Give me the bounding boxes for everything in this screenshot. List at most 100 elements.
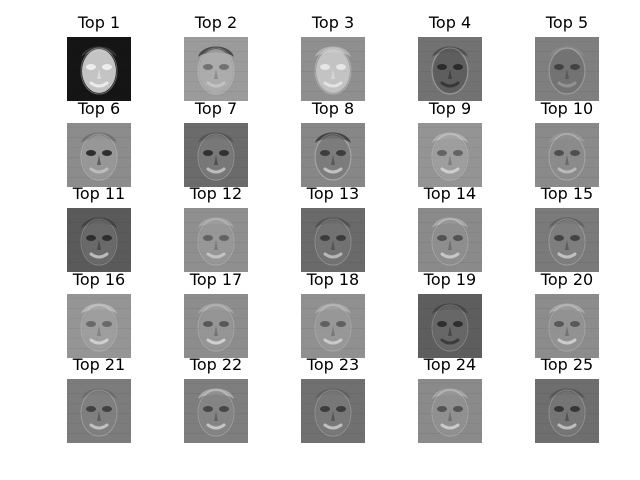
- right-eye: [453, 150, 463, 156]
- left-eye: [86, 235, 96, 241]
- eigenface-panel: Top 22: [161, 356, 271, 442]
- panel-title: Top 8: [278, 100, 388, 118]
- eigenface-image: [67, 37, 131, 101]
- right-eye: [453, 406, 463, 412]
- panel-title: Top 5: [512, 14, 622, 32]
- eigenface-panel: Top 11: [44, 185, 154, 271]
- eigenface-image: [184, 208, 248, 272]
- eigenface-panel: Top 5: [512, 14, 622, 100]
- eigenface-panel: Top 21: [44, 356, 154, 442]
- panel-title: Top 22: [161, 356, 271, 374]
- texture-band: [184, 41, 248, 42]
- right-eye: [570, 235, 580, 241]
- eigenface-image: [301, 208, 365, 272]
- eigenface-panel: Top 9: [395, 100, 505, 186]
- eigenface-image: [535, 123, 599, 187]
- right-eye: [219, 150, 229, 156]
- texture-band: [184, 212, 248, 213]
- left-eye: [437, 64, 447, 70]
- texture-band: [535, 212, 599, 213]
- panel-title: Top 20: [512, 271, 622, 289]
- eigenface-image: [301, 37, 365, 101]
- panel-title: Top 23: [278, 356, 388, 374]
- left-eye: [320, 150, 330, 156]
- right-eye: [102, 321, 112, 327]
- left-eye: [320, 64, 330, 70]
- eigenface-image: [535, 294, 599, 358]
- panel-title: Top 19: [395, 271, 505, 289]
- eigenface-image: [67, 208, 131, 272]
- texture-band: [67, 298, 131, 299]
- eigenface-image: [67, 379, 131, 443]
- right-eye: [219, 235, 229, 241]
- eigenface-image: [418, 37, 482, 101]
- texture-band: [535, 41, 599, 42]
- texture-band: [67, 41, 131, 42]
- left-eye: [203, 406, 213, 412]
- texture-band: [535, 298, 599, 299]
- right-eye: [102, 150, 112, 156]
- eigenface-panel: Top 6: [44, 100, 154, 186]
- panel-title: Top 14: [395, 185, 505, 203]
- texture-band: [418, 212, 482, 213]
- eigenface-panel: Top 10: [512, 100, 622, 186]
- panel-title: Top 9: [395, 100, 505, 118]
- left-eye: [86, 321, 96, 327]
- panel-title: Top 11: [44, 185, 154, 203]
- left-eye: [554, 150, 564, 156]
- panel-title: Top 17: [161, 271, 271, 289]
- right-eye: [453, 321, 463, 327]
- panel-title: Top 6: [44, 100, 154, 118]
- right-eye: [336, 150, 346, 156]
- right-eye: [570, 406, 580, 412]
- right-eye: [219, 321, 229, 327]
- left-eye: [437, 406, 447, 412]
- eigenface-image: [418, 379, 482, 443]
- left-eye: [554, 64, 564, 70]
- left-eye: [320, 406, 330, 412]
- panel-title: Top 25: [512, 356, 622, 374]
- left-eye: [554, 321, 564, 327]
- panel-title: Top 1: [44, 14, 154, 32]
- left-eye: [86, 150, 96, 156]
- eigenface-panel: Top 23: [278, 356, 388, 442]
- eigenface-image: [301, 379, 365, 443]
- panel-title: Top 15: [512, 185, 622, 203]
- panel-title: Top 7: [161, 100, 271, 118]
- texture-band: [418, 298, 482, 299]
- eigenface-image: [184, 37, 248, 101]
- eigenface-panel: Top 24: [395, 356, 505, 442]
- left-eye: [554, 235, 564, 241]
- right-eye: [570, 150, 580, 156]
- right-eye: [102, 406, 112, 412]
- eigenface-image: [535, 379, 599, 443]
- eigenface-panel: Top 16: [44, 271, 154, 357]
- eigenface-panel: Top 14: [395, 185, 505, 271]
- eigenface-panel: Top 17: [161, 271, 271, 357]
- eigenface-panel: Top 3: [278, 14, 388, 100]
- panel-title: Top 12: [161, 185, 271, 203]
- eigenface-image: [184, 294, 248, 358]
- panel-title: Top 24: [395, 356, 505, 374]
- eigenface-panel: Top 4: [395, 14, 505, 100]
- eigenface-panel: Top 7: [161, 100, 271, 186]
- eigenface-image: [418, 294, 482, 358]
- right-eye: [102, 235, 112, 241]
- left-eye: [554, 406, 564, 412]
- eigenface-panel: Top 1: [44, 14, 154, 100]
- right-eye: [453, 64, 463, 70]
- left-eye: [437, 150, 447, 156]
- eigenface-panel: Top 12: [161, 185, 271, 271]
- left-eye: [86, 64, 96, 70]
- left-eye: [437, 235, 447, 241]
- eigenface-image: [184, 123, 248, 187]
- texture-band: [184, 298, 248, 299]
- eigenface-image: [301, 294, 365, 358]
- right-eye: [102, 64, 112, 70]
- eigenface-panel: Top 13: [278, 185, 388, 271]
- right-eye: [570, 321, 580, 327]
- right-eye: [453, 235, 463, 241]
- left-eye: [203, 150, 213, 156]
- texture-band: [418, 383, 482, 384]
